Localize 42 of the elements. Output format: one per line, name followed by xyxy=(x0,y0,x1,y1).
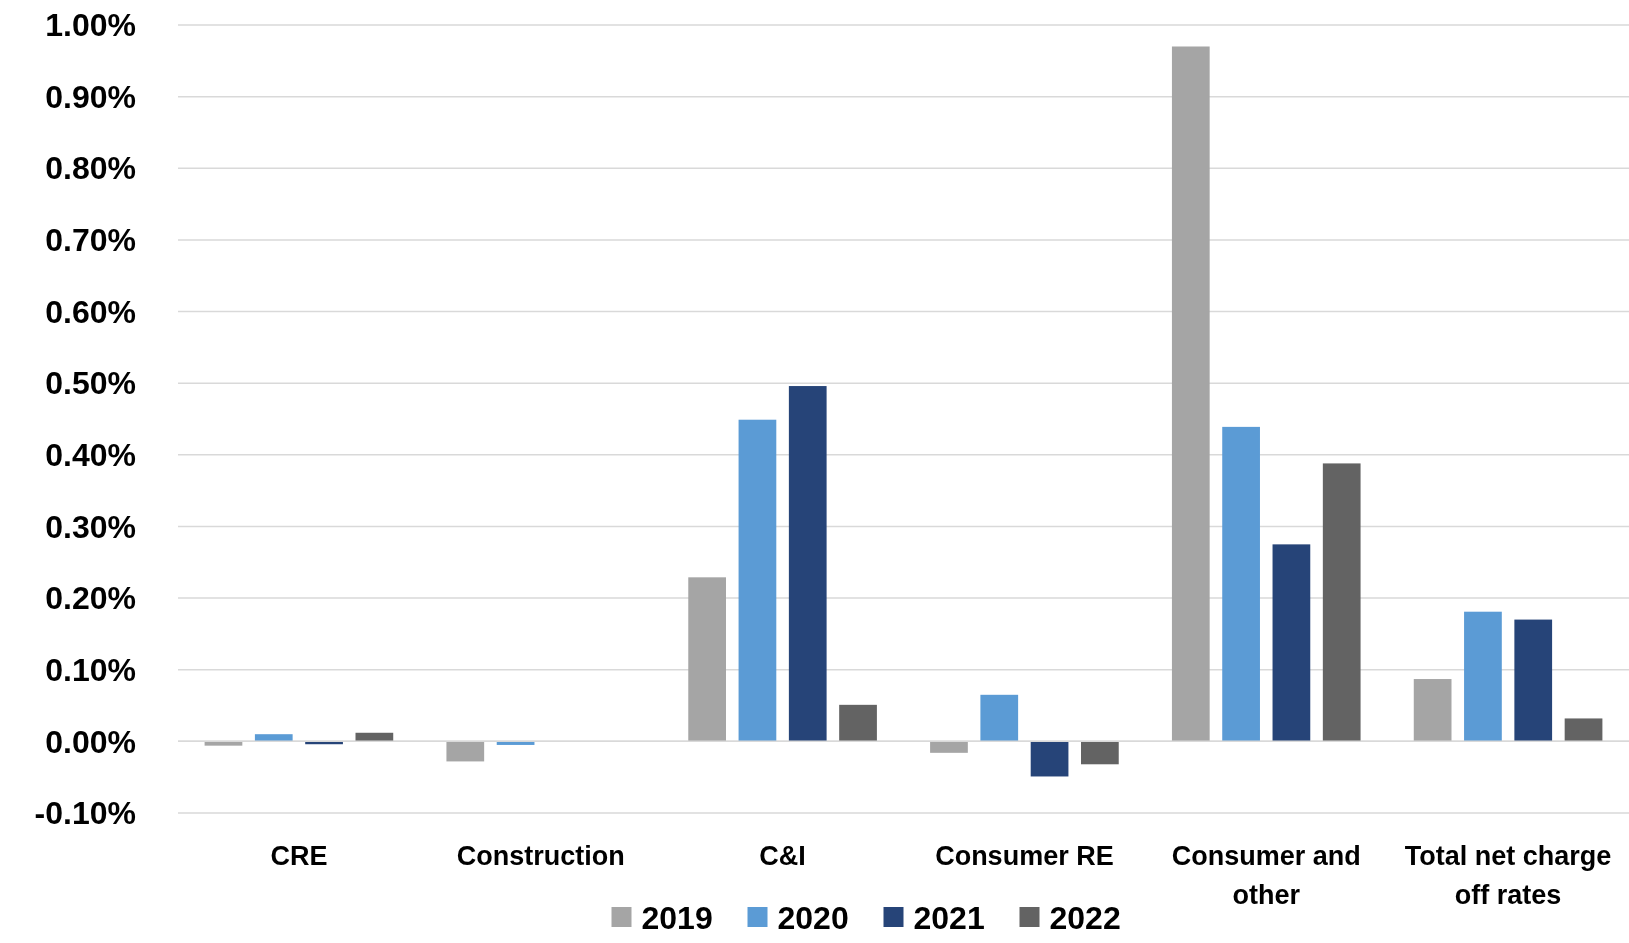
bar xyxy=(738,419,777,742)
bar xyxy=(1464,611,1502,742)
x-tick-label: Total net charge off rates xyxy=(1404,841,1612,910)
y-tick-label: 0.70% xyxy=(45,222,136,259)
y-tick-label: 0.50% xyxy=(45,365,136,402)
x-tick-label: C&I xyxy=(759,841,806,871)
bar xyxy=(1222,426,1260,742)
y-tick-label: 0.20% xyxy=(45,580,136,617)
bar xyxy=(1081,741,1119,765)
bar xyxy=(204,741,243,746)
y-tick-label: 0.00% xyxy=(45,723,136,760)
y-tick-label: -0.10% xyxy=(34,795,136,832)
bar xyxy=(930,741,968,753)
bar xyxy=(446,741,485,762)
legend-label: 2022 xyxy=(1049,900,1121,936)
y-tick-label: 0.30% xyxy=(45,508,136,545)
y-tick-label: 0.10% xyxy=(45,651,136,688)
bar xyxy=(1514,619,1553,742)
legend-label: 2020 xyxy=(777,900,849,936)
y-tick-label: 0.60% xyxy=(45,293,136,330)
bar xyxy=(1322,463,1361,742)
bar xyxy=(1564,718,1603,742)
legend-label: 2019 xyxy=(641,900,713,936)
bar xyxy=(1272,544,1311,742)
bar xyxy=(1413,679,1452,742)
bar xyxy=(254,734,293,742)
x-tick-label: CRE xyxy=(270,841,328,871)
bar xyxy=(1171,46,1210,742)
bar xyxy=(980,694,1019,742)
bar xyxy=(355,732,394,742)
y-tick-label: 1.00% xyxy=(45,7,136,44)
bar xyxy=(1030,741,1069,777)
x-tick-label: Consumer and other xyxy=(1171,841,1361,910)
legend-label: 2021 xyxy=(913,900,985,936)
x-tick-label: Construction xyxy=(456,841,625,871)
y-tick-label: 0.80% xyxy=(45,150,136,187)
bar xyxy=(788,386,827,742)
bar xyxy=(688,577,726,742)
y-tick-label: 0.40% xyxy=(45,437,136,474)
y-tick-label: 0.90% xyxy=(45,78,136,115)
x-tick-label: Consumer RE xyxy=(935,841,1114,871)
bar xyxy=(839,704,877,742)
